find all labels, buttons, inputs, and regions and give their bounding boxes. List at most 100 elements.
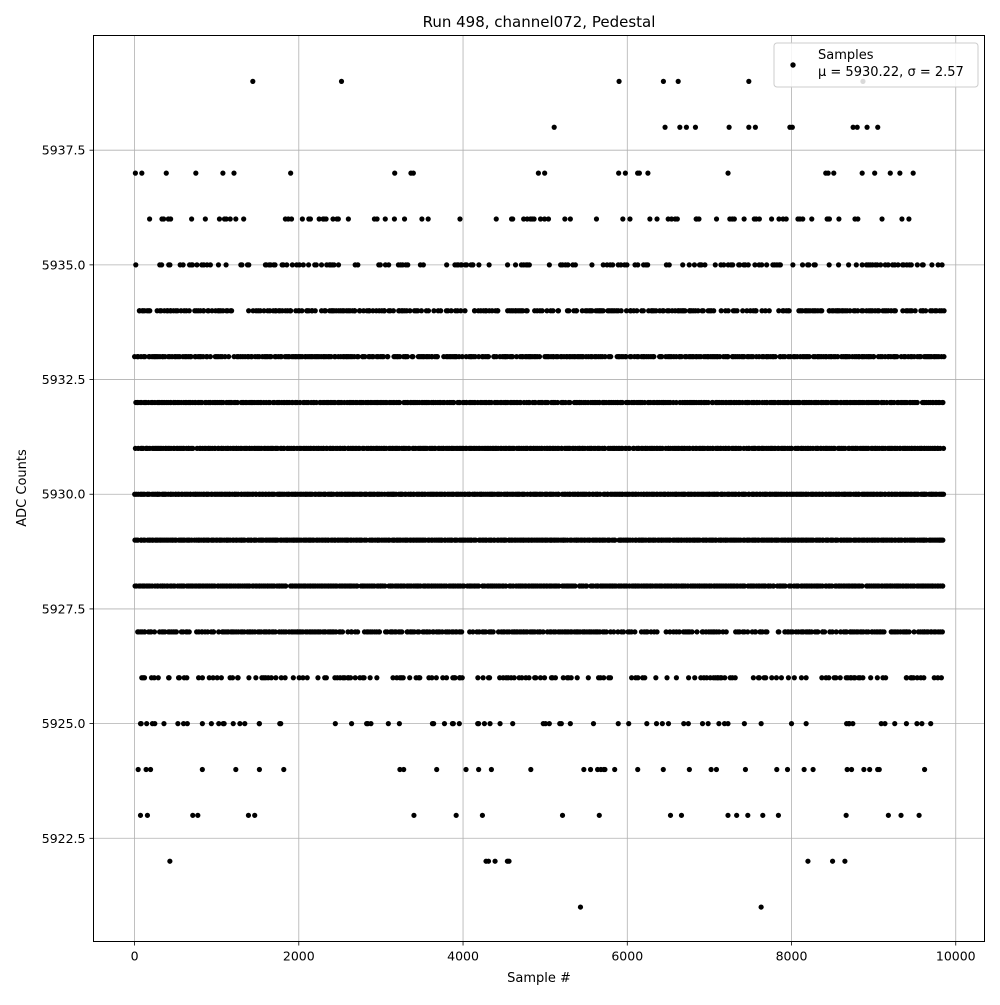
data-point bbox=[607, 675, 614, 681]
data-point bbox=[741, 583, 748, 589]
data-point bbox=[799, 262, 806, 268]
data-point bbox=[528, 766, 534, 773]
data-point bbox=[577, 904, 584, 910]
data-point bbox=[632, 629, 638, 635]
data-point bbox=[410, 170, 416, 176]
data-point bbox=[660, 308, 667, 314]
data-point bbox=[506, 858, 512, 864]
data-point bbox=[545, 216, 552, 222]
data-point bbox=[567, 216, 573, 222]
data-point bbox=[601, 675, 607, 681]
data-point bbox=[708, 766, 714, 773]
data-point bbox=[597, 491, 603, 497]
data-point bbox=[702, 262, 708, 268]
data-point bbox=[640, 308, 646, 314]
data-point bbox=[444, 262, 450, 268]
data-point bbox=[612, 537, 618, 543]
data-point bbox=[587, 766, 594, 773]
data-point bbox=[367, 675, 373, 681]
data-point bbox=[163, 170, 169, 176]
data-point bbox=[618, 308, 624, 314]
data-point bbox=[801, 766, 807, 773]
data-point bbox=[763, 675, 769, 681]
data-point bbox=[676, 629, 682, 635]
data-point bbox=[593, 216, 600, 222]
data-point bbox=[753, 308, 759, 314]
data-point bbox=[323, 675, 329, 681]
data-point bbox=[246, 262, 252, 268]
data-point bbox=[142, 354, 148, 360]
data-point bbox=[935, 675, 941, 681]
data-point bbox=[283, 583, 289, 589]
data-point bbox=[713, 766, 720, 773]
data-point bbox=[682, 308, 688, 314]
data-point bbox=[789, 124, 795, 130]
data-point bbox=[453, 812, 459, 818]
data-point bbox=[252, 812, 258, 818]
data-point bbox=[425, 216, 431, 222]
data-point bbox=[397, 354, 403, 360]
data-point bbox=[391, 216, 398, 222]
data-point bbox=[750, 675, 756, 681]
data-point bbox=[723, 629, 729, 635]
data-point bbox=[615, 629, 621, 635]
data-point bbox=[229, 675, 236, 681]
data-point bbox=[526, 675, 532, 681]
data-point bbox=[725, 308, 731, 314]
data-point bbox=[574, 675, 580, 681]
data-point bbox=[760, 812, 766, 818]
data-point bbox=[407, 308, 413, 314]
data-point bbox=[226, 354, 232, 360]
data-point bbox=[330, 216, 336, 222]
data-point bbox=[678, 812, 685, 818]
data-point bbox=[201, 308, 207, 314]
data-point bbox=[211, 629, 217, 635]
data-point bbox=[345, 216, 351, 222]
data-point bbox=[892, 721, 898, 727]
x-tick-label: 0 bbox=[131, 949, 139, 964]
data-point bbox=[540, 629, 546, 635]
data-point bbox=[190, 445, 196, 451]
data-point bbox=[691, 262, 698, 268]
data-point bbox=[299, 308, 305, 314]
data-point bbox=[411, 812, 417, 818]
data-point bbox=[335, 216, 341, 222]
data-point bbox=[673, 399, 679, 406]
data-point bbox=[289, 262, 295, 268]
data-point bbox=[431, 721, 437, 727]
data-point bbox=[895, 262, 901, 268]
data-point bbox=[151, 675, 157, 681]
data-point bbox=[623, 308, 630, 314]
data-point bbox=[492, 858, 498, 864]
data-point bbox=[835, 262, 842, 268]
data-point bbox=[855, 216, 861, 222]
data-point bbox=[881, 629, 887, 635]
data-point bbox=[627, 216, 633, 222]
data-point bbox=[864, 124, 870, 130]
data-point bbox=[184, 675, 190, 681]
data-point bbox=[624, 262, 630, 268]
data-point bbox=[216, 721, 222, 727]
data-point bbox=[769, 675, 775, 681]
data-point bbox=[556, 583, 562, 589]
data-point bbox=[448, 308, 454, 314]
data-point bbox=[382, 216, 388, 222]
data-point bbox=[914, 262, 920, 268]
data-point bbox=[832, 445, 838, 451]
data-point bbox=[433, 675, 439, 681]
data-point bbox=[459, 629, 465, 635]
data-point bbox=[879, 216, 885, 222]
data-point bbox=[495, 308, 501, 314]
data-point bbox=[521, 216, 527, 222]
data-point bbox=[533, 675, 539, 681]
data-point bbox=[635, 262, 641, 268]
data-point bbox=[485, 858, 492, 864]
y-tick-label: 5930.0 bbox=[42, 487, 86, 502]
data-point bbox=[829, 858, 836, 864]
data-point bbox=[653, 675, 659, 681]
data-point bbox=[315, 675, 321, 681]
data-point bbox=[250, 78, 256, 84]
data-point bbox=[833, 629, 839, 635]
data-point bbox=[894, 354, 900, 360]
data-point bbox=[808, 629, 815, 635]
